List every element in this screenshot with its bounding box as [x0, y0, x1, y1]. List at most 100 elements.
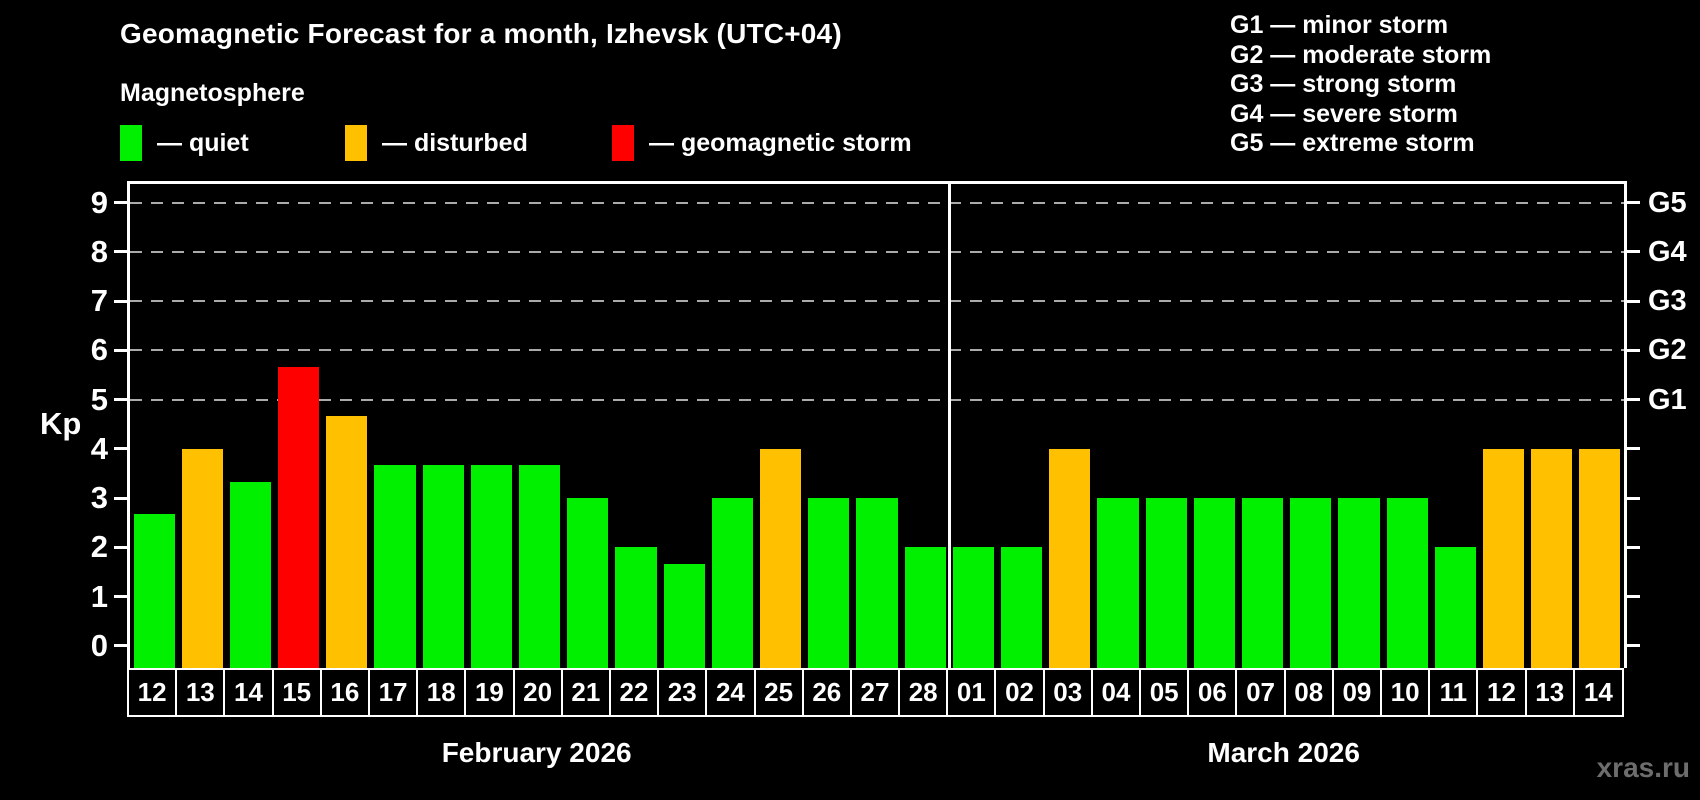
day-cell-17: 17	[367, 668, 419, 717]
y-tick-label-9: 9	[90, 184, 108, 220]
kp-bar-28	[904, 547, 946, 668]
day-cell-16: 16	[319, 668, 370, 717]
y-tick-label-4: 4	[90, 430, 108, 466]
kp-bar-10	[1386, 498, 1428, 668]
kp-bar-23	[663, 563, 705, 668]
quiet-swatch-icon	[120, 125, 142, 161]
y-tick-right-5	[1627, 398, 1640, 402]
y-tick-label-0: 0	[90, 627, 108, 663]
day-cell-02: 02	[994, 668, 1045, 717]
day-cell-05: 05	[1139, 668, 1190, 717]
day-cell-20: 20	[512, 668, 563, 717]
kp-bar-22	[615, 547, 657, 668]
legend-label-quiet: — quiet	[157, 128, 249, 157]
y-tick-right-1	[1627, 595, 1640, 599]
legend-label-disturbed: — disturbed	[382, 128, 528, 157]
day-cell-13: 13	[175, 668, 226, 717]
y-tick-label-8: 8	[90, 233, 108, 269]
y-tick-label-3: 3	[90, 480, 108, 516]
day-cell-04: 04	[1090, 668, 1142, 717]
disturbed-swatch-icon	[345, 125, 367, 161]
kp-bar-21	[567, 498, 609, 668]
day-cell-08: 08	[1283, 668, 1334, 717]
y-tick-right-8	[1627, 250, 1640, 254]
gridline-kp-6	[130, 349, 1624, 352]
g-legend-line-g5: G5 — extreme storm	[1230, 129, 1475, 158]
day-cell-23: 23	[657, 668, 708, 717]
y-tick-left-1	[114, 595, 127, 599]
y-tick-label-1: 1	[90, 578, 108, 614]
g-axis-label-g5: G5	[1648, 186, 1687, 219]
kp-bar-04	[1097, 498, 1139, 668]
y-tick-right-6	[1627, 348, 1640, 352]
kp-bar-03	[1049, 448, 1091, 668]
day-cell-27: 27	[849, 668, 901, 717]
day-cell-01: 01	[946, 668, 997, 717]
kp-bar-20	[519, 465, 561, 668]
day-cell-22: 22	[608, 668, 660, 717]
kp-bar-05	[1145, 498, 1187, 668]
kp-bar-08	[1290, 498, 1332, 668]
y-axis-label-kp: Kp	[40, 406, 82, 441]
day-cell-15: 15	[271, 668, 322, 717]
gridline-kp-8	[130, 250, 1624, 253]
day-cell-09: 09	[1331, 668, 1383, 717]
y-tick-left-8	[114, 250, 127, 254]
day-cell-14: 14	[1572, 668, 1624, 717]
day-cell-03: 03	[1042, 668, 1093, 717]
legend-label-storm: — geomagnetic storm	[649, 128, 912, 157]
y-tick-left-0	[114, 644, 127, 648]
y-tick-left-7	[114, 299, 127, 303]
day-cell-12: 12	[1476, 668, 1527, 717]
storm-swatch-icon	[612, 125, 634, 161]
g-legend-line-g3: G3 — strong storm	[1230, 70, 1457, 99]
y-tick-left-5	[114, 398, 127, 402]
y-tick-label-7: 7	[90, 283, 108, 319]
day-cell-18: 18	[416, 668, 467, 717]
g-axis-label-g3: G3	[1648, 285, 1687, 318]
g-scale-legend: G1 — minor storm G2 — moderate storm G3 …	[1230, 11, 1491, 159]
chart-title: Geomagnetic Forecast for a month, Izhevs…	[120, 18, 842, 49]
month-label-march: March 2026	[1207, 737, 1360, 768]
kp-bar-27	[856, 498, 898, 668]
kp-bar-12	[1482, 448, 1525, 668]
day-cell-12: 12	[127, 668, 178, 717]
kp-bar-06	[1193, 498, 1235, 668]
watermark-xras: xras.ru	[1596, 752, 1690, 783]
kp-bar-25	[760, 448, 802, 668]
chart-subtitle: Magnetosphere	[120, 79, 305, 107]
day-cell-25: 25	[753, 668, 804, 717]
legend-item-quiet: — quiet	[120, 120, 249, 166]
kp-bar-14	[1579, 448, 1621, 668]
y-tick-left-4	[114, 447, 127, 451]
legend-item-disturbed: — disturbed	[345, 120, 528, 166]
y-axis-line-left	[127, 181, 130, 668]
y-tick-left-2	[114, 545, 127, 549]
kp-bar-26	[808, 498, 850, 668]
kp-bar-17	[374, 465, 416, 668]
kp-bar-07	[1241, 498, 1284, 668]
kp-bar-01	[952, 547, 994, 668]
y-tick-right-7	[1627, 299, 1640, 303]
day-cell-28: 28	[898, 668, 949, 717]
day-cell-21: 21	[560, 668, 611, 717]
y-tick-left-9	[114, 201, 127, 205]
y-tick-label-6: 6	[90, 332, 108, 368]
g-legend-line-g1: G1 — minor storm	[1230, 11, 1449, 39]
day-cell-10: 10	[1380, 668, 1431, 717]
kp-bar-11	[1434, 547, 1476, 668]
g-legend-line-g2: G2 — moderate storm	[1230, 40, 1492, 69]
y-tick-right-3	[1627, 496, 1640, 500]
y-tick-right-2	[1627, 545, 1640, 549]
kp-bar-16	[326, 415, 368, 668]
plot-top-border	[127, 181, 1627, 184]
y-tick-right-0	[1627, 644, 1640, 648]
kp-bar-15	[278, 366, 320, 668]
day-cell-13: 13	[1524, 668, 1575, 717]
kp-bar-19	[470, 465, 513, 668]
day-cell-07: 07	[1235, 668, 1286, 717]
day-cell-19: 19	[464, 668, 515, 717]
g-axis-label-g2: G2	[1648, 334, 1687, 367]
